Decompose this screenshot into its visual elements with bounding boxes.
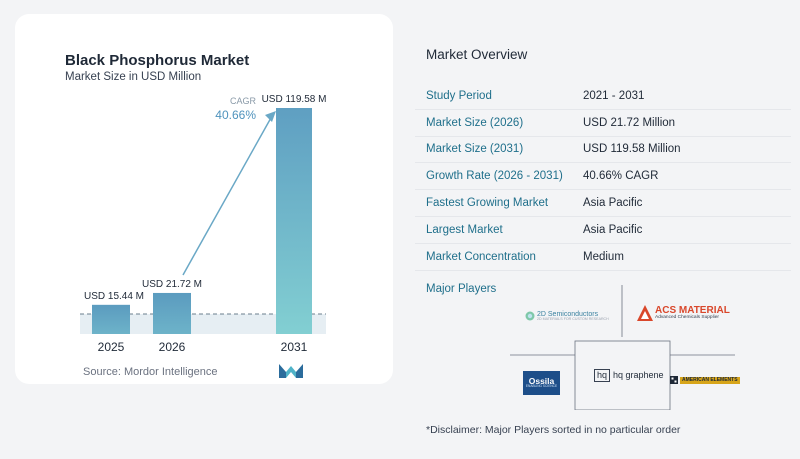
acs-material-logo-icon <box>637 305 653 321</box>
american-elements-logo-icon <box>670 376 678 384</box>
player-sub: ENABLING SCIENCE <box>525 384 558 389</box>
disclaimer: *Disclaimer: Major Players sorted in no … <box>426 424 681 436</box>
mordor-logo-icon <box>279 364 303 378</box>
player-name: Ossila <box>528 375 555 386</box>
player-acs-material: ACS MATERIAL Advanced Chemicals Supplier <box>637 305 730 321</box>
cagr-arrowhead-icon <box>265 111 276 122</box>
player-sub: 2D MATERIALS FOR CUSTOM RESEARCH <box>537 317 609 321</box>
overview-key: Market Size (2031) <box>426 143 524 156</box>
overview-key: Market Concentration <box>426 250 536 263</box>
players-title: Major Players <box>426 283 497 295</box>
bar-2026 <box>153 292 191 334</box>
2d-semiconductors-logo-icon <box>525 311 535 321</box>
bar-chart: USD 15.44 M 2025 USD 21.72 M 2026 USD 119.58… <box>80 94 327 354</box>
bar-value-label: USD 21.72 M <box>142 279 202 290</box>
player-hq-graphene: hq hq graphene <box>594 369 664 382</box>
overview-value: USD 21.72 Million <box>583 116 676 129</box>
overview-value: 40.66% CAGR <box>583 170 659 183</box>
overview-value: Asia Pacific <box>583 197 643 210</box>
overview-table: Study Period 2021 - 2031 Market Size (2026… <box>415 83 791 271</box>
bar-value-label: USD 15.44 M <box>84 291 144 302</box>
bar-value-label: USD 119.58 M <box>262 94 327 105</box>
player-american-elements: AMERICAN ELEMENTS <box>670 376 740 384</box>
overview-value: 2021 - 2031 <box>583 89 645 102</box>
player-name: 2D Semiconductors <box>537 311 599 318</box>
players-grid <box>510 285 735 410</box>
source-text: Source: Mordor Intelligence <box>83 366 218 378</box>
overview-row: Market Concentration Medium <box>415 244 791 271</box>
cagr-value: 40.66% <box>215 108 256 122</box>
overview-title: Market Overview <box>426 47 528 62</box>
player-name: ACS MATERIAL <box>655 304 730 316</box>
overview-key: Growth Rate (2026 - 2031) <box>426 170 563 183</box>
overview-row: Study Period 2021 - 2031 <box>415 83 791 110</box>
overview-key: Largest Market <box>426 223 503 236</box>
bar-2025 <box>92 304 130 334</box>
overview-row: Largest Market Asia Pacific <box>415 217 791 244</box>
x-tick-label: 2031 <box>281 340 308 354</box>
overview-key: Market Size (2026) <box>426 116 524 129</box>
player-ossila: Ossila ENABLING SCIENCE <box>523 371 560 395</box>
overview-value: USD 119.58 Million <box>583 143 681 156</box>
baseline-band <box>80 314 326 334</box>
overview-key: Fastest Growing Market <box>426 197 549 210</box>
overview-row: Market Size (2031) USD 119.58 Million <box>415 137 791 164</box>
cagr-label: CAGR <box>230 96 257 106</box>
overview-row: Market Size (2026) USD 21.72 Million <box>415 110 791 137</box>
bar-2031 <box>276 108 312 334</box>
overview-value: Asia Pacific <box>583 223 643 236</box>
chart-subtitle: Market Size in USD Million <box>65 71 202 83</box>
hq-badge-icon: hq <box>594 369 611 382</box>
cagr-arrow <box>182 115 273 276</box>
x-tick-label: 2026 <box>159 340 186 354</box>
player-name: hq graphene <box>613 370 664 381</box>
player-sub: Advanced Chemicals Supplier <box>655 314 719 320</box>
overview-panel: Market Overview Study Period 2021 - 2031 M… <box>415 0 800 459</box>
x-tick-label: 2025 <box>98 340 125 354</box>
player-2d-semiconductors: 2D Semiconductors 2D MATERIALS FOR CUSTO… <box>525 311 609 322</box>
overview-value: Medium <box>583 250 624 263</box>
player-name: AMERICAN ELEMENTS <box>680 376 740 384</box>
overview-row: Growth Rate (2026 - 2031) 40.66% CAGR <box>415 163 791 191</box>
overview-key: Study Period <box>426 89 492 102</box>
overview-row: Fastest Growing Market Asia Pacific <box>415 190 791 217</box>
chart-title: Black Phosphorus Market <box>65 52 250 69</box>
